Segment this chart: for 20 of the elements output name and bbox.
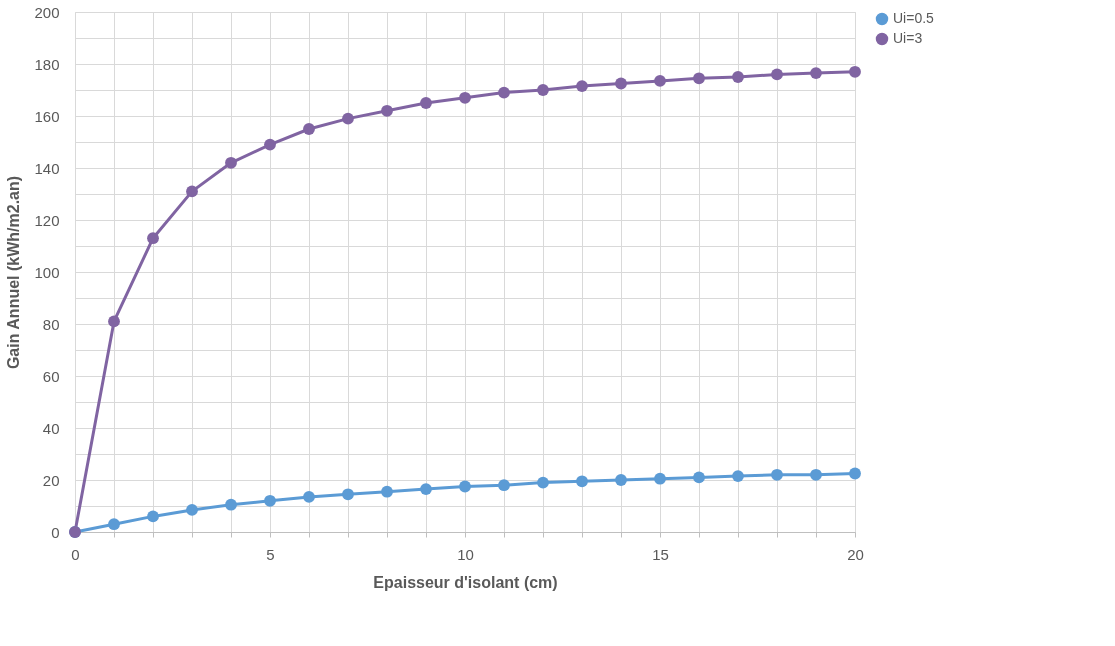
x-tick-label: 0	[71, 545, 80, 563]
legend-label: Ui=3	[893, 30, 923, 46]
x-tick-label: 15	[652, 545, 669, 563]
y-tick-label: 20	[42, 471, 60, 489]
y-tick-label: 60	[42, 367, 60, 385]
y-tick-label: 120	[34, 211, 60, 229]
y-axis-title: Gain Annuel (kWh/m2.an)	[5, 175, 23, 370]
y-tick-label: 100	[34, 263, 60, 281]
legend-label: Ui=0.5	[893, 10, 935, 26]
x-tick-label: 20	[847, 545, 864, 563]
y-tick-label: 160	[34, 107, 60, 125]
x-axis-title: Epaisseur d'isolant (cm)	[373, 573, 558, 591]
y-tick-label: 140	[34, 159, 60, 177]
y-tick-label: 180	[34, 55, 60, 73]
x-tick-label: 10	[457, 545, 474, 563]
y-tick-label: 0	[51, 523, 60, 541]
x-tick-label: 5	[266, 545, 275, 563]
y-tick-label: 40	[42, 419, 60, 437]
y-tick-label: 80	[42, 315, 60, 333]
y-tick-label: 200	[34, 3, 60, 21]
